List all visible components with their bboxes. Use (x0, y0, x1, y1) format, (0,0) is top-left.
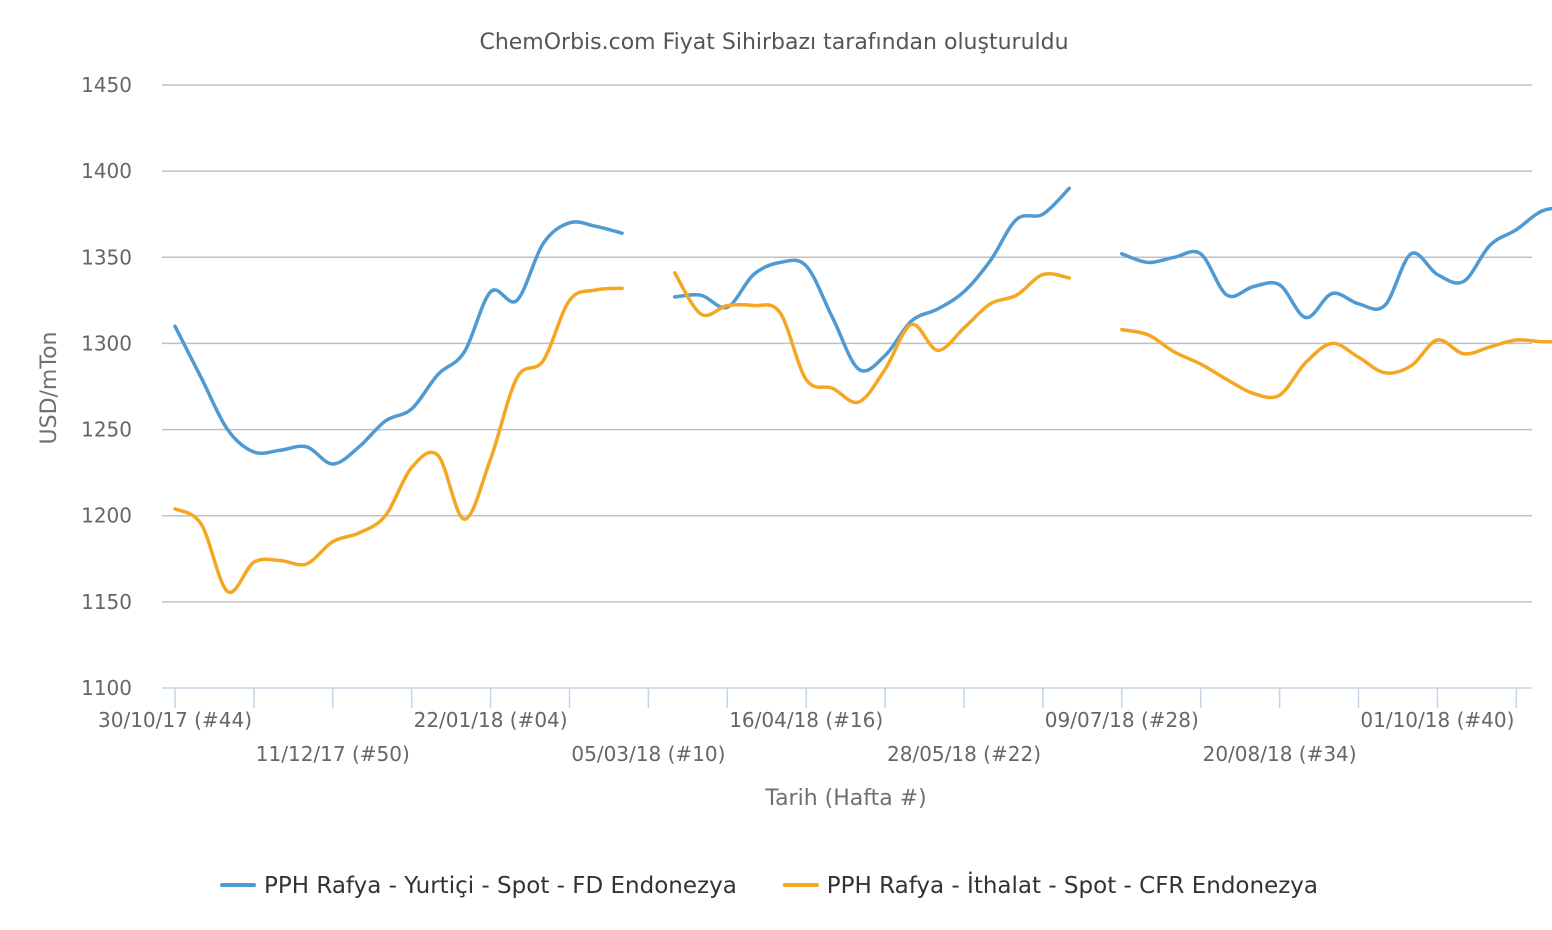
x-tick-label: 05/03/18 (#10) (571, 742, 725, 766)
series-1-line (1120, 206, 1552, 320)
legend: PPH Rafya - Yurtiçi - Spot - FD Endonezy… (220, 871, 1318, 899)
x-tick-label: 22/01/18 (#04) (414, 708, 568, 732)
y-tick-label: 1200 (81, 504, 132, 528)
series-lines (173, 186, 1552, 595)
x-tick-label: 28/05/18 (#22) (887, 742, 1041, 766)
grid-lines (162, 84, 1532, 603)
series-1-line (672, 186, 1071, 373)
series-1-line (173, 220, 624, 466)
series-2-line (173, 286, 624, 595)
x-tick-label: 09/07/18 (#28) (1045, 708, 1199, 732)
y-tick-label: 1250 (81, 418, 132, 442)
y-tick-label: 1350 (81, 245, 132, 269)
x-tick-label: 01/10/18 (#40) (1360, 708, 1514, 732)
x-tick-label: 16/04/18 (#16) (729, 708, 883, 732)
legend-item-2[interactable]: PPH Rafya - İthalat - Spot - CFR Endonez… (782, 871, 1318, 899)
legend-label: PPH Rafya - İthalat - Spot - CFR Endonez… (827, 871, 1318, 899)
y-axis-title: USD/mTon (37, 332, 62, 445)
chart-title: ChemOrbis.com Fiyat Sihirbazı tarafından… (479, 30, 1068, 55)
legend-label: PPH Rafya - Yurtiçi - Spot - FD Endonezy… (264, 873, 737, 899)
series-2-line (1120, 327, 1552, 400)
y-tick-label: 1400 (81, 159, 132, 183)
y-tick-label: 1100 (81, 676, 132, 700)
x-axis: 30/10/17 (#44)11/12/17 (#50)22/01/18 (#0… (98, 687, 1532, 766)
y-tick-label: 1450 (81, 73, 132, 97)
x-tick-label: 30/10/17 (#44) (98, 708, 252, 732)
x-tick-label: 11/12/17 (#50) (256, 742, 410, 766)
y-tick-label: 1300 (81, 331, 132, 355)
legend-item-1[interactable]: PPH Rafya - Yurtiçi - Spot - FD Endonezy… (220, 873, 737, 899)
y-axis-tick-labels: 1100 1150 1200 1250 1300 1350 1400 1450 (81, 73, 132, 700)
y-tick-label: 1150 (81, 590, 132, 614)
x-axis-title: Tarih (Hafta #) (764, 786, 926, 811)
x-tick-label: 20/08/18 (#34) (1203, 742, 1357, 766)
series-2-line (672, 271, 1071, 405)
